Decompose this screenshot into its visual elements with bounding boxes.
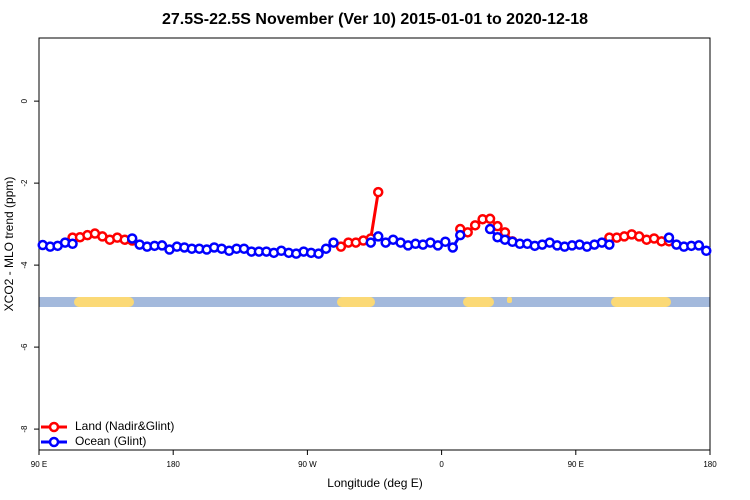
data-point: [126, 233, 138, 244]
data-point: [604, 239, 615, 250]
y-tick-label: -6: [20, 343, 29, 351]
y-tick-label: -2: [20, 179, 29, 187]
data-point: [156, 240, 168, 251]
legend: Land (Nadir&Glint)Ocean (Glint): [41, 419, 174, 448]
data-point: [701, 245, 712, 257]
x-tick-label: 180: [167, 460, 181, 469]
land-patch: [337, 297, 375, 307]
data-point: [313, 248, 324, 259]
data-point: [67, 238, 78, 250]
land-patch: [507, 297, 512, 303]
y-tick-label: -4: [20, 261, 29, 269]
y-tick-label: -8: [20, 425, 29, 433]
land-ocean-band: [39, 297, 710, 307]
legend-label: Ocean (Glint): [75, 434, 146, 448]
x-tick-label: 90 E: [568, 460, 584, 469]
legend-label: Land (Nadir&Glint): [75, 419, 174, 433]
data-point: [320, 243, 332, 254]
data-point: [454, 229, 466, 241]
x-tick-label: 90 W: [298, 460, 317, 469]
legend-marker: [48, 436, 60, 448]
y-axis-label: XCO2 - MLO trend (ppm): [2, 177, 16, 312]
data-point: [365, 237, 377, 248]
chart-title: 27.5S-22.5S November (Ver 10) 2015-01-01…: [162, 11, 588, 28]
data-point: [484, 223, 496, 235]
x-tick-label: 180: [703, 460, 717, 469]
data-point: [484, 213, 496, 225]
data-point: [693, 240, 705, 251]
land-patch: [74, 297, 134, 307]
x-axis-label: Longitude (deg E): [327, 476, 422, 490]
data-point: [440, 236, 451, 247]
land-patch: [463, 297, 494, 307]
data-point: [469, 220, 481, 231]
data-point: [447, 242, 459, 253]
data-point: [335, 241, 347, 252]
data-point: [328, 237, 339, 248]
land-patch: [611, 297, 671, 307]
x-tick-label: 90 E: [31, 460, 47, 469]
y-tick-label: 0: [20, 98, 29, 103]
legend-marker: [48, 421, 60, 433]
data-point: [663, 232, 675, 243]
data-point: [372, 231, 384, 242]
x-tick-label: 0: [439, 460, 444, 469]
data-point: [372, 186, 384, 198]
